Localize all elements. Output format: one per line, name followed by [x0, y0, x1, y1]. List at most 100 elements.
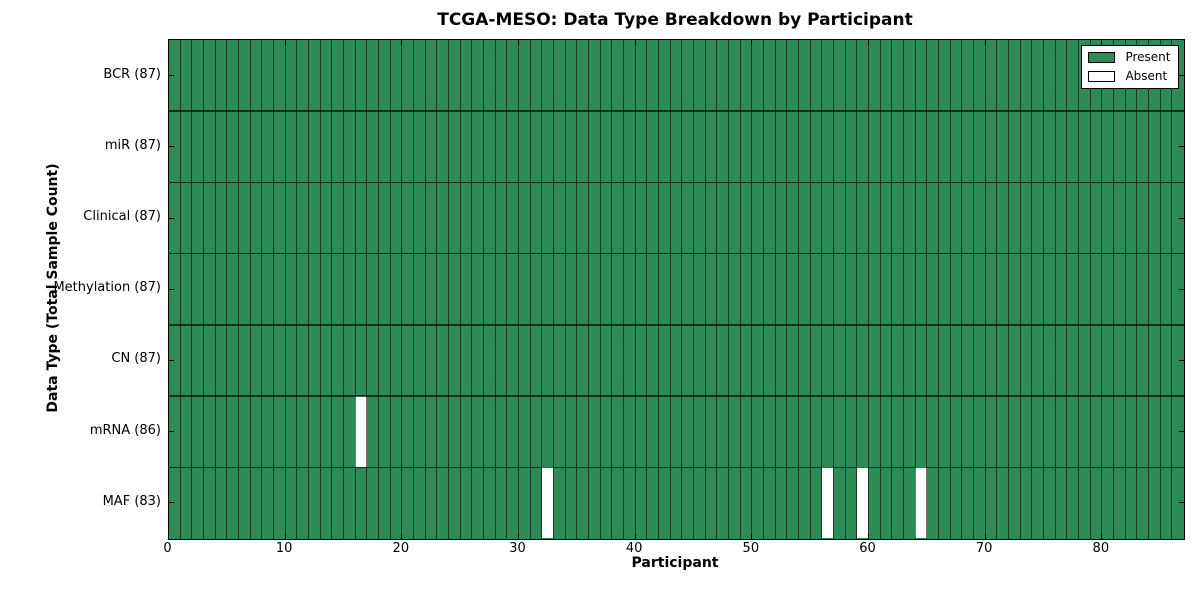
plot-area: Present Absent	[167, 39, 1185, 540]
gridline-vertical	[891, 40, 893, 539]
y-tick	[168, 431, 174, 433]
gridline-vertical	[378, 40, 379, 539]
gridline-vertical	[238, 40, 239, 539]
gridline-vertical	[1159, 40, 1161, 539]
gridline-vertical	[191, 40, 193, 539]
x-tick	[518, 533, 519, 539]
gridline-vertical	[1031, 40, 1033, 539]
x-tick-top	[168, 40, 169, 45]
gridline-horizontal	[168, 395, 1184, 397]
y-tick-label-Methylation: Methylation (87)	[53, 280, 161, 296]
gridline-vertical	[996, 40, 998, 539]
gridline-vertical	[1043, 40, 1044, 539]
gridline-vertical	[553, 40, 554, 539]
gridline-vertical	[273, 40, 274, 539]
y-tick	[168, 217, 174, 219]
gridline-vertical	[494, 40, 496, 539]
gridline-vertical	[693, 40, 694, 539]
y-tick-right	[1178, 431, 1184, 433]
x-tick-label: 60	[859, 541, 876, 556]
gridline-horizontal	[168, 110, 1184, 112]
gridline-vertical	[448, 40, 449, 539]
gridline-vertical	[809, 40, 811, 539]
x-tick	[751, 533, 753, 539]
gridline-vertical	[961, 40, 963, 539]
x-tick	[168, 533, 169, 539]
gridline-vertical	[658, 40, 659, 539]
y-tick-right	[1178, 359, 1184, 361]
gridline-vertical	[308, 40, 309, 539]
x-tick	[984, 533, 986, 539]
y-tick	[168, 146, 174, 148]
gridline-vertical	[973, 40, 974, 539]
x-tick-top	[984, 40, 986, 45]
gridline-vertical	[401, 40, 403, 539]
gridline-horizontal	[168, 181, 1184, 184]
x-tick-label: 70	[975, 541, 993, 556]
gridline-vertical	[763, 40, 764, 539]
gridline-vertical	[1089, 40, 1091, 539]
chart-title: TCGA-MESO: Data Type Breakdown by Partic…	[437, 10, 913, 30]
gridline-vertical	[903, 40, 904, 539]
gridline-vertical	[1136, 40, 1138, 539]
y-tick-label-MAF: MAF (83)	[102, 493, 161, 509]
y-tick-label-BCR: BCR (87)	[103, 66, 161, 82]
legend-label-absent: Absent	[1125, 69, 1168, 83]
gridline-vertical	[774, 40, 776, 539]
gridline-vertical	[214, 40, 216, 539]
gridline-vertical	[879, 40, 881, 539]
x-tick	[284, 533, 286, 539]
gridline-vertical	[296, 40, 298, 539]
gridline-vertical	[821, 40, 823, 539]
gridline-vertical	[1008, 40, 1009, 539]
gridline-vertical	[1113, 40, 1114, 539]
legend-swatch-absent-icon	[1088, 71, 1116, 82]
gridline-vertical	[1066, 40, 1068, 539]
x-tick-top	[1101, 40, 1103, 45]
absent-cell-MAF-59	[856, 467, 869, 539]
gridline-vertical	[856, 40, 858, 539]
gridline-vertical	[716, 40, 718, 539]
gridline-vertical	[681, 40, 683, 539]
x-tick-top	[401, 40, 403, 45]
gridline-vertical	[284, 40, 286, 539]
x-tick-label: 10	[275, 541, 293, 556]
gridline-vertical	[1054, 40, 1056, 539]
gridline-vertical	[366, 40, 368, 539]
gridline-vertical	[436, 40, 438, 539]
gridline-vertical	[669, 40, 671, 539]
legend-swatch-present-icon	[1088, 52, 1116, 63]
gridline-vertical	[261, 40, 263, 539]
gridline-vertical	[739, 40, 741, 539]
gridline-vertical	[471, 40, 473, 539]
plot-background	[168, 40, 1184, 539]
gridline-vertical	[564, 40, 566, 539]
gridline-vertical	[844, 40, 846, 539]
gridline-vertical	[798, 40, 799, 539]
gridline-vertical	[319, 40, 321, 539]
gridline-vertical	[576, 40, 578, 539]
x-tick-label: 80	[1092, 541, 1110, 556]
y-tick-label-mRNA: mRNA (86)	[89, 422, 161, 438]
absent-cell-MAF-64	[915, 467, 927, 539]
y-tick-label-miR: miR (87)	[104, 137, 161, 153]
x-tick-label: 30	[509, 541, 526, 556]
y-tick-label-Clinical: Clinical (87)	[83, 209, 161, 225]
gridline-vertical	[938, 40, 939, 539]
gridline-vertical	[249, 40, 251, 539]
gridline-vertical	[833, 40, 834, 539]
gridline-vertical	[1101, 40, 1103, 539]
y-tick-right	[1178, 75, 1184, 77]
gridline-vertical	[984, 40, 986, 539]
gridline-vertical	[646, 40, 648, 539]
gridline-vertical	[424, 40, 426, 539]
gridline-vertical	[518, 40, 519, 539]
gridline-vertical	[728, 40, 729, 539]
gridline-vertical	[506, 40, 508, 539]
gridline-horizontal	[168, 324, 1184, 326]
x-tick	[868, 533, 869, 539]
x-tick-top	[284, 40, 286, 45]
gridline-vertical	[1078, 40, 1079, 539]
gridline-vertical	[751, 40, 753, 539]
